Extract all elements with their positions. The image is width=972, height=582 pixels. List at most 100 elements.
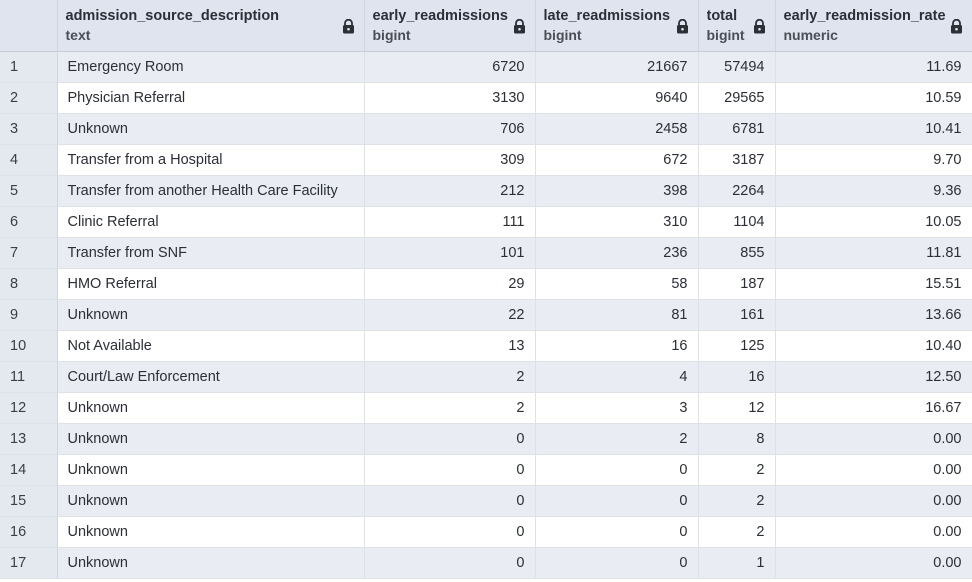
cell-early-readmissions[interactable]: 13 — [364, 330, 536, 362]
cell-early-readmissions[interactable]: 2 — [364, 361, 536, 393]
cell-total[interactable]: 1 — [698, 547, 776, 579]
cell-early-readmissions[interactable]: 22 — [364, 299, 536, 331]
cell-early-readmission-rate[interactable]: 9.36 — [775, 175, 972, 207]
cell-admission-source-description[interactable]: Unknown — [57, 423, 365, 455]
row-number[interactable]: 11 — [0, 361, 58, 393]
cell-admission-source-description[interactable]: Unknown — [57, 113, 365, 145]
cell-late-readmissions[interactable]: 0 — [535, 547, 699, 579]
cell-early-readmission-rate[interactable]: 13.66 — [775, 299, 972, 331]
column-header-early-readmissions[interactable]: early_readmissions bigint — [364, 0, 536, 52]
cell-early-readmissions[interactable]: 212 — [364, 175, 536, 207]
table-row[interactable]: 17 Unknown 0 0 1 0.00 — [0, 547, 972, 579]
cell-early-readmissions[interactable]: 706 — [364, 113, 536, 145]
table-row[interactable]: 13 Unknown 0 2 8 0.00 — [0, 423, 972, 455]
cell-late-readmissions[interactable]: 0 — [535, 454, 699, 486]
cell-early-readmissions[interactable]: 0 — [364, 547, 536, 579]
cell-total[interactable]: 187 — [698, 268, 776, 300]
cell-early-readmission-rate[interactable]: 0.00 — [775, 547, 972, 579]
cell-early-readmission-rate[interactable]: 0.00 — [775, 423, 972, 455]
row-number[interactable]: 17 — [0, 547, 58, 579]
cell-early-readmission-rate[interactable]: 0.00 — [775, 485, 972, 517]
cell-total[interactable]: 6781 — [698, 113, 776, 145]
row-number[interactable]: 1 — [0, 51, 58, 83]
cell-late-readmissions[interactable]: 0 — [535, 516, 699, 548]
row-number[interactable]: 8 — [0, 268, 58, 300]
cell-admission-source-description[interactable]: Unknown — [57, 547, 365, 579]
cell-early-readmission-rate[interactable]: 0.00 — [775, 516, 972, 548]
cell-late-readmissions[interactable]: 4 — [535, 361, 699, 393]
cell-total[interactable]: 855 — [698, 237, 776, 269]
table-row[interactable]: 8 HMO Referral 29 58 187 15.51 — [0, 268, 972, 300]
cell-early-readmission-rate[interactable]: 0.00 — [775, 454, 972, 486]
column-header-total[interactable]: total bigint — [698, 0, 776, 52]
cell-early-readmissions[interactable]: 2 — [364, 392, 536, 424]
cell-admission-source-description[interactable]: Transfer from another Health Care Facili… — [57, 175, 365, 207]
row-number[interactable]: 3 — [0, 113, 58, 145]
cell-total[interactable]: 1104 — [698, 206, 776, 238]
cell-late-readmissions[interactable]: 21667 — [535, 51, 699, 83]
row-number[interactable]: 7 — [0, 237, 58, 269]
table-row[interactable]: 10 Not Available 13 16 125 10.40 — [0, 330, 972, 362]
cell-early-readmission-rate[interactable]: 11.69 — [775, 51, 972, 83]
row-number[interactable]: 5 — [0, 175, 58, 207]
cell-admission-source-description[interactable]: Unknown — [57, 392, 365, 424]
cell-total[interactable]: 125 — [698, 330, 776, 362]
cell-late-readmissions[interactable]: 58 — [535, 268, 699, 300]
cell-early-readmission-rate[interactable]: 15.51 — [775, 268, 972, 300]
cell-early-readmissions[interactable]: 3130 — [364, 82, 536, 114]
cell-total[interactable]: 2 — [698, 516, 776, 548]
cell-late-readmissions[interactable]: 16 — [535, 330, 699, 362]
cell-total[interactable]: 8 — [698, 423, 776, 455]
row-number[interactable]: 10 — [0, 330, 58, 362]
cell-late-readmissions[interactable]: 81 — [535, 299, 699, 331]
cell-total[interactable]: 16 — [698, 361, 776, 393]
cell-early-readmission-rate[interactable]: 10.41 — [775, 113, 972, 145]
cell-total[interactable]: 3187 — [698, 144, 776, 176]
table-row[interactable]: 15 Unknown 0 0 2 0.00 — [0, 485, 972, 517]
cell-late-readmissions[interactable]: 310 — [535, 206, 699, 238]
cell-admission-source-description[interactable]: Not Available — [57, 330, 365, 362]
cell-early-readmission-rate[interactable]: 10.05 — [775, 206, 972, 238]
table-row[interactable]: 4 Transfer from a Hospital 309 672 3187 … — [0, 144, 972, 176]
cell-early-readmissions[interactable]: 101 — [364, 237, 536, 269]
row-number[interactable]: 4 — [0, 144, 58, 176]
table-row[interactable]: 6 Clinic Referral 111 310 1104 10.05 — [0, 206, 972, 238]
cell-admission-source-description[interactable]: Transfer from SNF — [57, 237, 365, 269]
cell-admission-source-description[interactable]: Unknown — [57, 454, 365, 486]
cell-late-readmissions[interactable]: 2 — [535, 423, 699, 455]
cell-total[interactable]: 161 — [698, 299, 776, 331]
cell-admission-source-description[interactable]: Unknown — [57, 299, 365, 331]
cell-total[interactable]: 29565 — [698, 82, 776, 114]
table-row[interactable]: 12 Unknown 2 3 12 16.67 — [0, 392, 972, 424]
cell-late-readmissions[interactable]: 3 — [535, 392, 699, 424]
cell-late-readmissions[interactable]: 0 — [535, 485, 699, 517]
cell-early-readmission-rate[interactable]: 16.67 — [775, 392, 972, 424]
cell-total[interactable]: 57494 — [698, 51, 776, 83]
cell-admission-source-description[interactable]: Emergency Room — [57, 51, 365, 83]
table-row[interactable]: 11 Court/Law Enforcement 2 4 16 12.50 — [0, 361, 972, 393]
cell-total[interactable]: 2264 — [698, 175, 776, 207]
cell-early-readmission-rate[interactable]: 10.59 — [775, 82, 972, 114]
cell-early-readmission-rate[interactable]: 10.40 — [775, 330, 972, 362]
table-row[interactable]: 1 Emergency Room 6720 21667 57494 11.69 — [0, 51, 972, 83]
cell-admission-source-description[interactable]: Transfer from a Hospital — [57, 144, 365, 176]
row-number[interactable]: 12 — [0, 392, 58, 424]
row-number[interactable]: 13 — [0, 423, 58, 455]
cell-late-readmissions[interactable]: 398 — [535, 175, 699, 207]
column-header-late-readmissions[interactable]: late_readmissions bigint — [535, 0, 699, 52]
cell-early-readmissions[interactable]: 0 — [364, 454, 536, 486]
cell-early-readmissions[interactable]: 0 — [364, 516, 536, 548]
row-number[interactable]: 15 — [0, 485, 58, 517]
column-header-early-readmission-rate[interactable]: early_readmission_rate numeric — [775, 0, 972, 52]
cell-early-readmissions[interactable]: 0 — [364, 423, 536, 455]
table-row[interactable]: 2 Physician Referral 3130 9640 29565 10.… — [0, 82, 972, 114]
table-row[interactable]: 3 Unknown 706 2458 6781 10.41 — [0, 113, 972, 145]
table-row[interactable]: 7 Transfer from SNF 101 236 855 11.81 — [0, 237, 972, 269]
cell-admission-source-description[interactable]: Unknown — [57, 485, 365, 517]
cell-admission-source-description[interactable]: Physician Referral — [57, 82, 365, 114]
row-number[interactable]: 9 — [0, 299, 58, 331]
row-number[interactable]: 2 — [0, 82, 58, 114]
column-header-admission-source-description[interactable]: admission_source_description text — [57, 0, 365, 52]
cell-early-readmissions[interactable]: 0 — [364, 485, 536, 517]
cell-early-readmission-rate[interactable]: 9.70 — [775, 144, 972, 176]
